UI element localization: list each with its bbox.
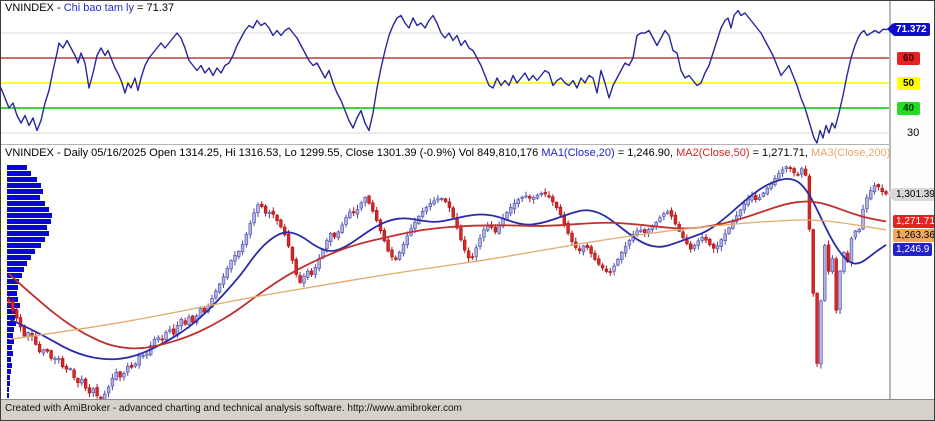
tag-arrow-icon [887, 23, 893, 35]
panel-divider[interactable] [1, 144, 934, 145]
level-40-tag: 40 [897, 102, 920, 115]
oscillator-value-tag: 71.372 [887, 23, 930, 36]
ma3-price-tag: 1,263.36 [893, 229, 934, 242]
ma1-label: MA1(Close,20) [541, 147, 615, 159]
axis-label-30: 30 [907, 127, 920, 139]
tag-arrow-icon [887, 188, 893, 200]
top-panel-title: VNINDEX - Chi bao tam ly = 71.37 [5, 2, 174, 14]
ohlc-summary: VNINDEX - Daily 05/16/2025 Open 1314.25,… [5, 147, 542, 159]
candlestick-price-chart[interactable] [1, 146, 890, 400]
level-50-tag: 50 [897, 77, 920, 90]
ma2-price-tag: 1,271.71 [893, 215, 934, 228]
ma2-value: = 1,271.71, [749, 147, 811, 159]
status-bar: Created with AmiBroker - advanced charti… [1, 399, 934, 420]
ma1-price-tag: 1,246.9 [893, 243, 933, 256]
price-axis: 71.372 60 50 40 30 1,301.39 1,271.71 1,2… [887, 1, 934, 400]
indicator-value: = 71.37 [134, 2, 175, 14]
sentiment-oscillator-chart[interactable] [1, 1, 890, 145]
symbol-label: VNINDEX - [5, 2, 64, 14]
close-price-tag: 1,301.39 [887, 188, 934, 201]
bottom-panel-title: VNINDEX - Daily 05/16/2025 Open 1314.25,… [5, 147, 934, 159]
level-60-tag: 60 [897, 52, 920, 65]
ma3-label: MA3(Close,200) [810, 147, 891, 159]
indicator-name: Chi bao tam ly [63, 2, 134, 14]
credit-text: Created with AmiBroker - advanced charti… [5, 403, 462, 414]
ma1-value: = 1,246.90, [614, 147, 677, 159]
axis-divider[interactable] [889, 1, 891, 400]
ma2-label: MA2(Close,50) [676, 147, 750, 159]
